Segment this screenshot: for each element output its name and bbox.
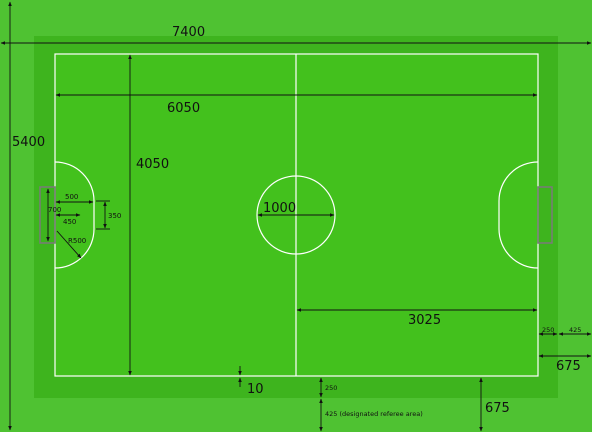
goal-area-straight-label: 350 [108,212,121,220]
goal-outer-width-label: 700 [48,206,61,214]
end-clearance-bottom-label: 675 [485,401,510,416]
line-width-label: 10 [247,382,264,397]
right-goal-area [498,161,539,269]
center-circle-label: 1000 [263,201,296,216]
bottom-run-off-label: 250 [325,384,337,392]
goal-area-radius-label: R500 [68,237,86,245]
right-goal [537,186,553,244]
bottom-referee-label: 425 (designated referee area) [325,410,423,418]
left-goal-area [54,161,95,269]
left-goal [39,186,56,244]
goal-area-radius-line [56,230,82,259]
half-length-label: 3025 [408,313,441,328]
side-referee-label: 425 [569,326,581,334]
pitch-length-label: 6050 [167,101,200,116]
overall-width-label: 7400 [172,25,205,40]
end-clearance-right-label: 675 [556,359,581,374]
goals [39,186,553,244]
pitch-width-label: 4050 [136,157,169,172]
goal-inner-width-label: 450 [63,218,76,226]
overall-height-label: 5400 [12,135,45,150]
side-run-off-label: 250 [542,326,554,334]
center-circle [256,175,336,255]
goal-area-depth-label: 500 [65,193,78,201]
